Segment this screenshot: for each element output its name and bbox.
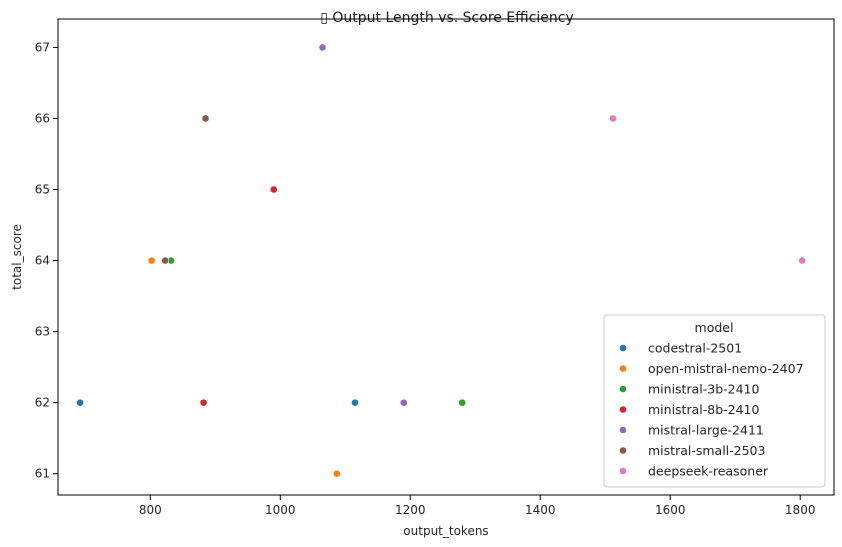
y-tick-label: 63	[35, 325, 50, 339]
legend-label: open-mistral-nemo-2407	[648, 361, 804, 376]
data-point	[458, 398, 467, 407]
data-point	[147, 256, 156, 265]
data-point	[351, 398, 359, 407]
y-tick-label: 64	[35, 254, 50, 268]
data-points	[76, 43, 807, 478]
data-point	[318, 43, 327, 52]
x-tick-label: 1400	[525, 503, 556, 517]
legend-marker	[619, 467, 627, 475]
legend-label: mistral-large-2411	[648, 423, 764, 438]
legend-marker	[619, 405, 627, 414]
y-axis-label: total_score	[10, 224, 24, 290]
legend-label: ministral-8b-2410	[648, 402, 759, 417]
chart-title: ▯ Output Length vs. Score Efficiency	[320, 10, 574, 26]
legend-marker	[619, 364, 627, 373]
y-tick-label: 66	[35, 111, 50, 125]
legend-label: codestral-2501	[648, 341, 742, 356]
x-tick-label: 800	[139, 503, 162, 517]
legend-marker	[619, 385, 627, 393]
data-point	[76, 398, 84, 407]
legend-box	[603, 314, 826, 488]
data-point	[798, 256, 807, 265]
legend-marker	[619, 446, 627, 455]
legend: model codestral-2501 open-mistral-nemo-24…	[603, 314, 826, 488]
legend-title: model	[695, 320, 734, 335]
data-point	[161, 256, 170, 265]
legend-label: mistral-small-2503	[648, 443, 765, 458]
y-tick-label: 62	[35, 396, 50, 410]
data-point	[399, 398, 408, 407]
data-point	[609, 114, 617, 123]
data-point	[201, 114, 210, 123]
y-tick-label: 61	[35, 467, 50, 481]
legend-items: codestral-2501 open-mistral-nemo-2407 mini…	[619, 341, 804, 479]
y-tick-label: 65	[35, 183, 50, 197]
x-axis: 800 1000 1200 1400 1600 1800	[139, 495, 816, 517]
legend-marker	[619, 344, 627, 352]
data-point	[199, 398, 208, 407]
x-axis-label: output_tokens	[403, 524, 488, 538]
data-point	[269, 185, 278, 194]
y-axis: 61 62 63 64 65 66 67	[35, 40, 58, 481]
x-tick-label: 1600	[655, 503, 686, 517]
x-tick-label: 1000	[265, 503, 296, 517]
legend-label: deepseek-reasoner	[648, 464, 769, 479]
legend-label: ministral-3b-2410	[648, 382, 759, 397]
legend-marker	[619, 426, 627, 434]
data-point	[332, 469, 341, 478]
y-tick-label: 67	[35, 40, 50, 54]
plot-area	[57, 18, 835, 496]
x-tick-label: 1800	[785, 503, 816, 517]
x-tick-label: 1200	[395, 503, 426, 517]
